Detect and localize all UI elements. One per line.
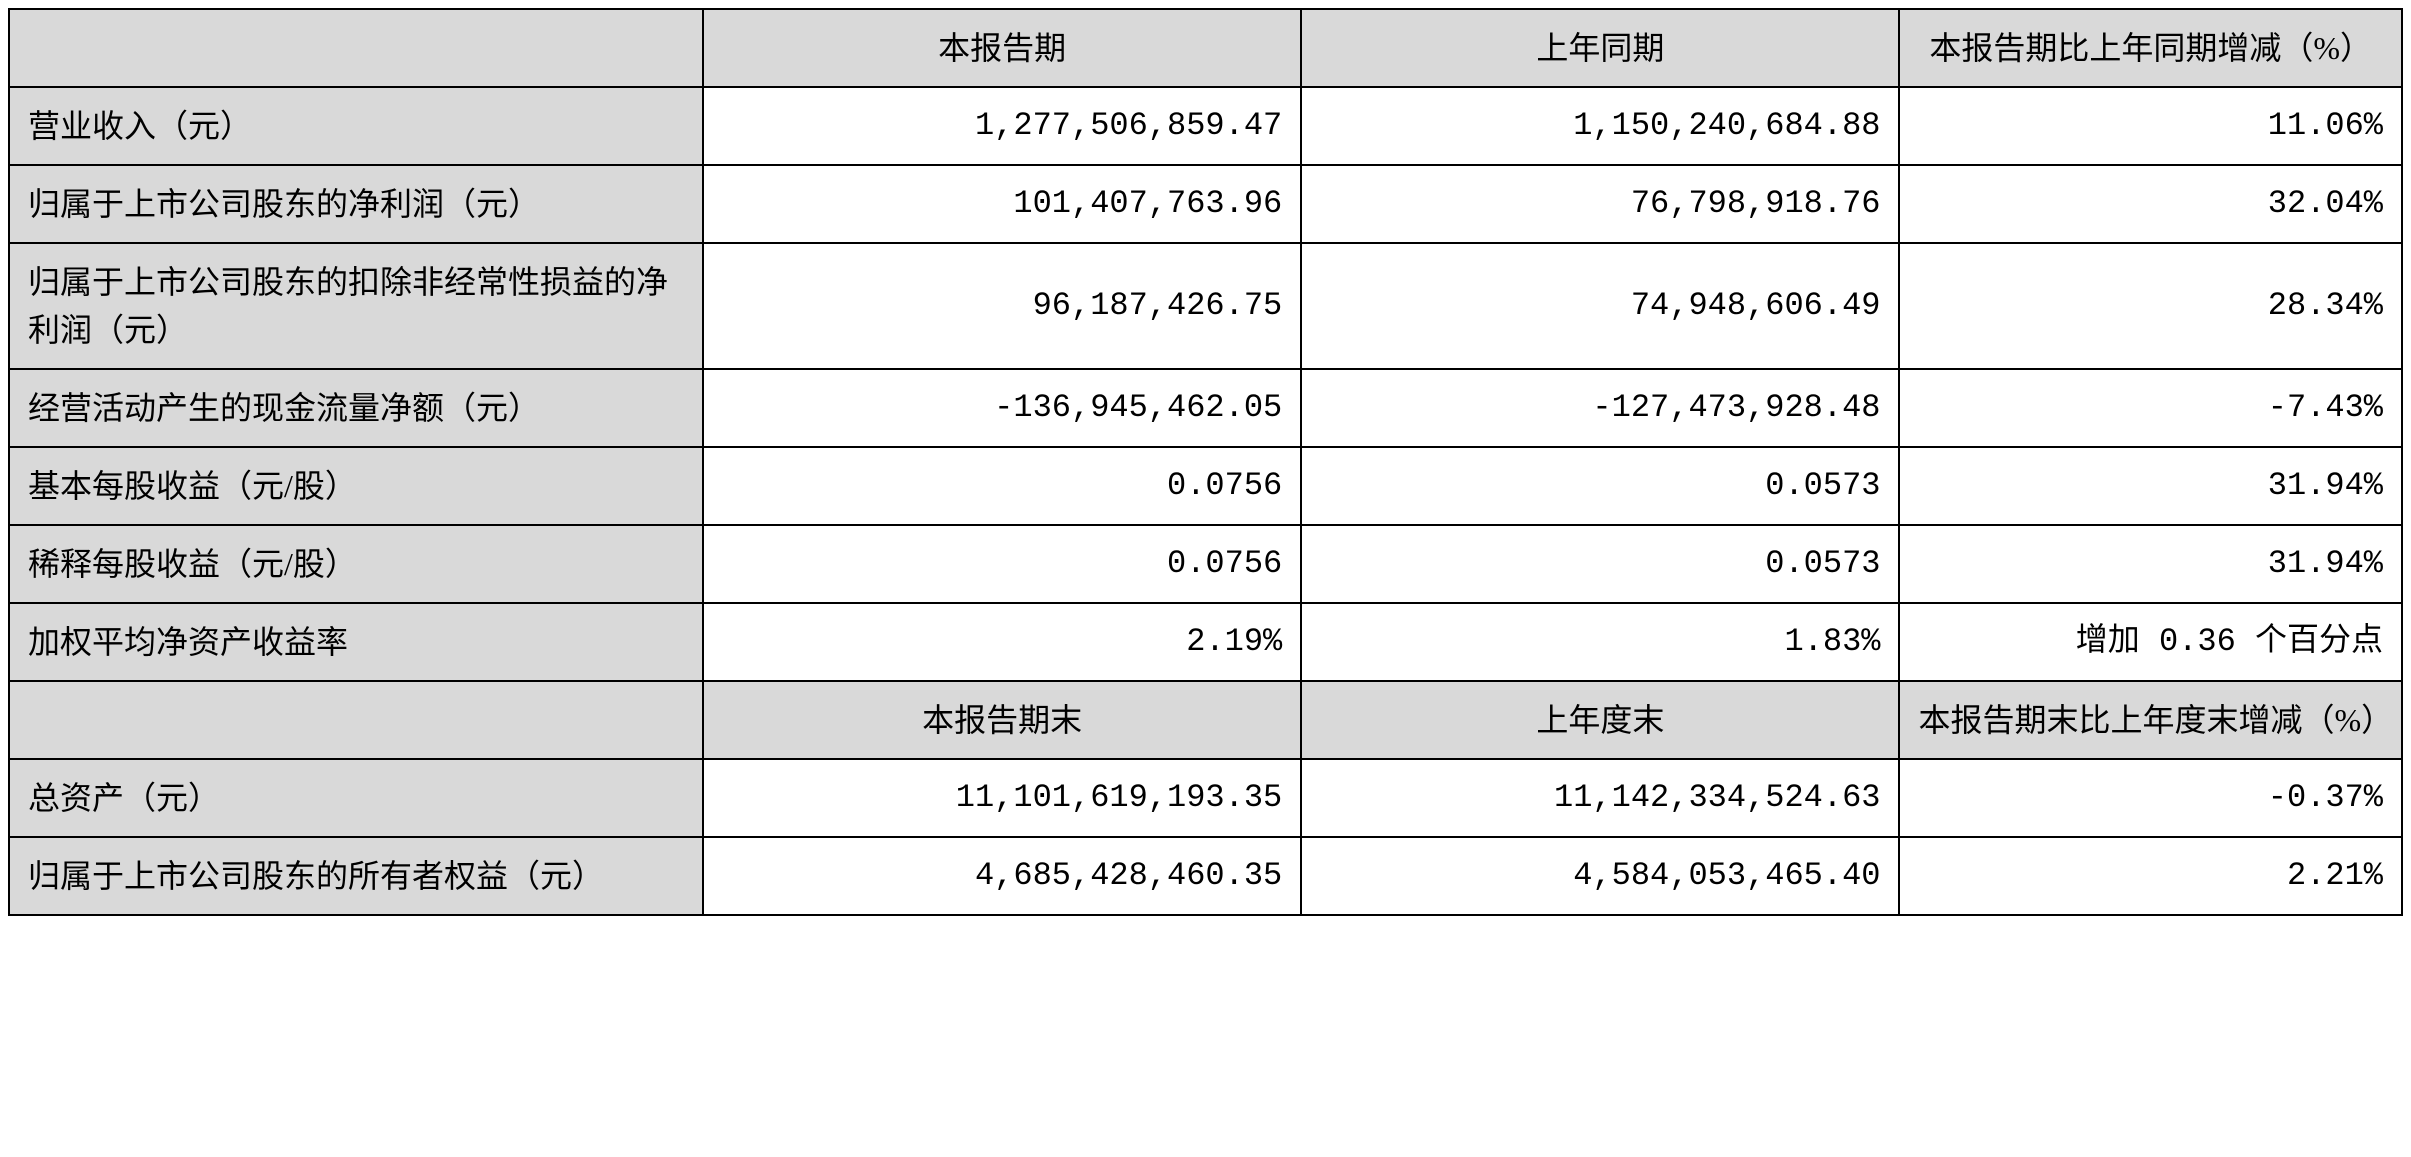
table-row: 基本每股收益（元/股） 0.0756 0.0573 31.94% bbox=[9, 447, 2402, 525]
row-value-current: 11,101,619,193.35 bbox=[703, 759, 1301, 837]
row-value-current: 0.0756 bbox=[703, 447, 1301, 525]
header-blank-2 bbox=[9, 681, 703, 759]
table-row: 营业收入（元） 1,277,506,859.47 1,150,240,684.8… bbox=[9, 87, 2402, 165]
row-value-change: -7.43% bbox=[1899, 369, 2402, 447]
header-change-pct-2: 本报告期末比上年度末增减（%） bbox=[1899, 681, 2402, 759]
row-value-prior: 0.0573 bbox=[1301, 447, 1899, 525]
row-value-current: 101,407,763.96 bbox=[703, 165, 1301, 243]
table-row: 总资产（元） 11,101,619,193.35 11,142,334,524.… bbox=[9, 759, 2402, 837]
financial-table: 本报告期 上年同期 本报告期比上年同期增减（%） 营业收入（元） 1,277,5… bbox=[8, 8, 2403, 916]
header-prior-period: 上年同期 bbox=[1301, 9, 1899, 87]
row-value-prior: 11,142,334,524.63 bbox=[1301, 759, 1899, 837]
row-value-change: 增加 0.36 个百分点 bbox=[1899, 603, 2402, 681]
row-value-prior: 1,150,240,684.88 bbox=[1301, 87, 1899, 165]
row-value-change: 32.04% bbox=[1899, 165, 2402, 243]
row-value-change: 31.94% bbox=[1899, 525, 2402, 603]
row-value-prior: 74,948,606.49 bbox=[1301, 243, 1899, 369]
table-body-1: 营业收入（元） 1,277,506,859.47 1,150,240,684.8… bbox=[9, 87, 2402, 915]
row-value-change: 2.21% bbox=[1899, 837, 2402, 915]
row-value-prior: 1.83% bbox=[1301, 603, 1899, 681]
row-value-current: 96,187,426.75 bbox=[703, 243, 1301, 369]
table-row: 经营活动产生的现金流量净额（元） -136,945,462.05 -127,47… bbox=[9, 369, 2402, 447]
row-label: 稀释每股收益（元/股） bbox=[9, 525, 703, 603]
row-value-change: 31.94% bbox=[1899, 447, 2402, 525]
header-period-end: 本报告期末 bbox=[703, 681, 1301, 759]
table-row: 归属于上市公司股东的净利润（元） 101,407,763.96 76,798,9… bbox=[9, 165, 2402, 243]
table-header-1: 本报告期 上年同期 本报告期比上年同期增减（%） bbox=[9, 9, 2402, 87]
row-value-current: 4,685,428,460.35 bbox=[703, 837, 1301, 915]
row-value-change: 28.34% bbox=[1899, 243, 2402, 369]
header-current-period: 本报告期 bbox=[703, 9, 1301, 87]
header-change-pct: 本报告期比上年同期增减（%） bbox=[1899, 9, 2402, 87]
row-value-current: 0.0756 bbox=[703, 525, 1301, 603]
row-value-prior: -127,473,928.48 bbox=[1301, 369, 1899, 447]
row-value-current: -136,945,462.05 bbox=[703, 369, 1301, 447]
row-value-prior: 76,798,918.76 bbox=[1301, 165, 1899, 243]
row-value-change: -0.37% bbox=[1899, 759, 2402, 837]
row-value-current: 2.19% bbox=[703, 603, 1301, 681]
row-label: 归属于上市公司股东的所有者权益（元） bbox=[9, 837, 703, 915]
row-label: 营业收入（元） bbox=[9, 87, 703, 165]
row-value-prior: 4,584,053,465.40 bbox=[1301, 837, 1899, 915]
row-value-prior: 0.0573 bbox=[1301, 525, 1899, 603]
row-value-change: 11.06% bbox=[1899, 87, 2402, 165]
row-label: 归属于上市公司股东的扣除非经常性损益的净利润（元） bbox=[9, 243, 703, 369]
table-row: 归属于上市公司股东的所有者权益（元） 4,685,428,460.35 4,58… bbox=[9, 837, 2402, 915]
table-header-2: 本报告期末 上年度末 本报告期末比上年度末增减（%） bbox=[9, 681, 2402, 759]
header-blank-1 bbox=[9, 9, 703, 87]
header-prior-year-end: 上年度末 bbox=[1301, 681, 1899, 759]
row-label: 加权平均净资产收益率 bbox=[9, 603, 703, 681]
row-label: 归属于上市公司股东的净利润（元） bbox=[9, 165, 703, 243]
table-row: 稀释每股收益（元/股） 0.0756 0.0573 31.94% bbox=[9, 525, 2402, 603]
row-label: 总资产（元） bbox=[9, 759, 703, 837]
row-label: 经营活动产生的现金流量净额（元） bbox=[9, 369, 703, 447]
table-row: 加权平均净资产收益率 2.19% 1.83% 增加 0.36 个百分点 bbox=[9, 603, 2402, 681]
row-label: 基本每股收益（元/股） bbox=[9, 447, 703, 525]
row-value-current: 1,277,506,859.47 bbox=[703, 87, 1301, 165]
table-row: 归属于上市公司股东的扣除非经常性损益的净利润（元） 96,187,426.75 … bbox=[9, 243, 2402, 369]
